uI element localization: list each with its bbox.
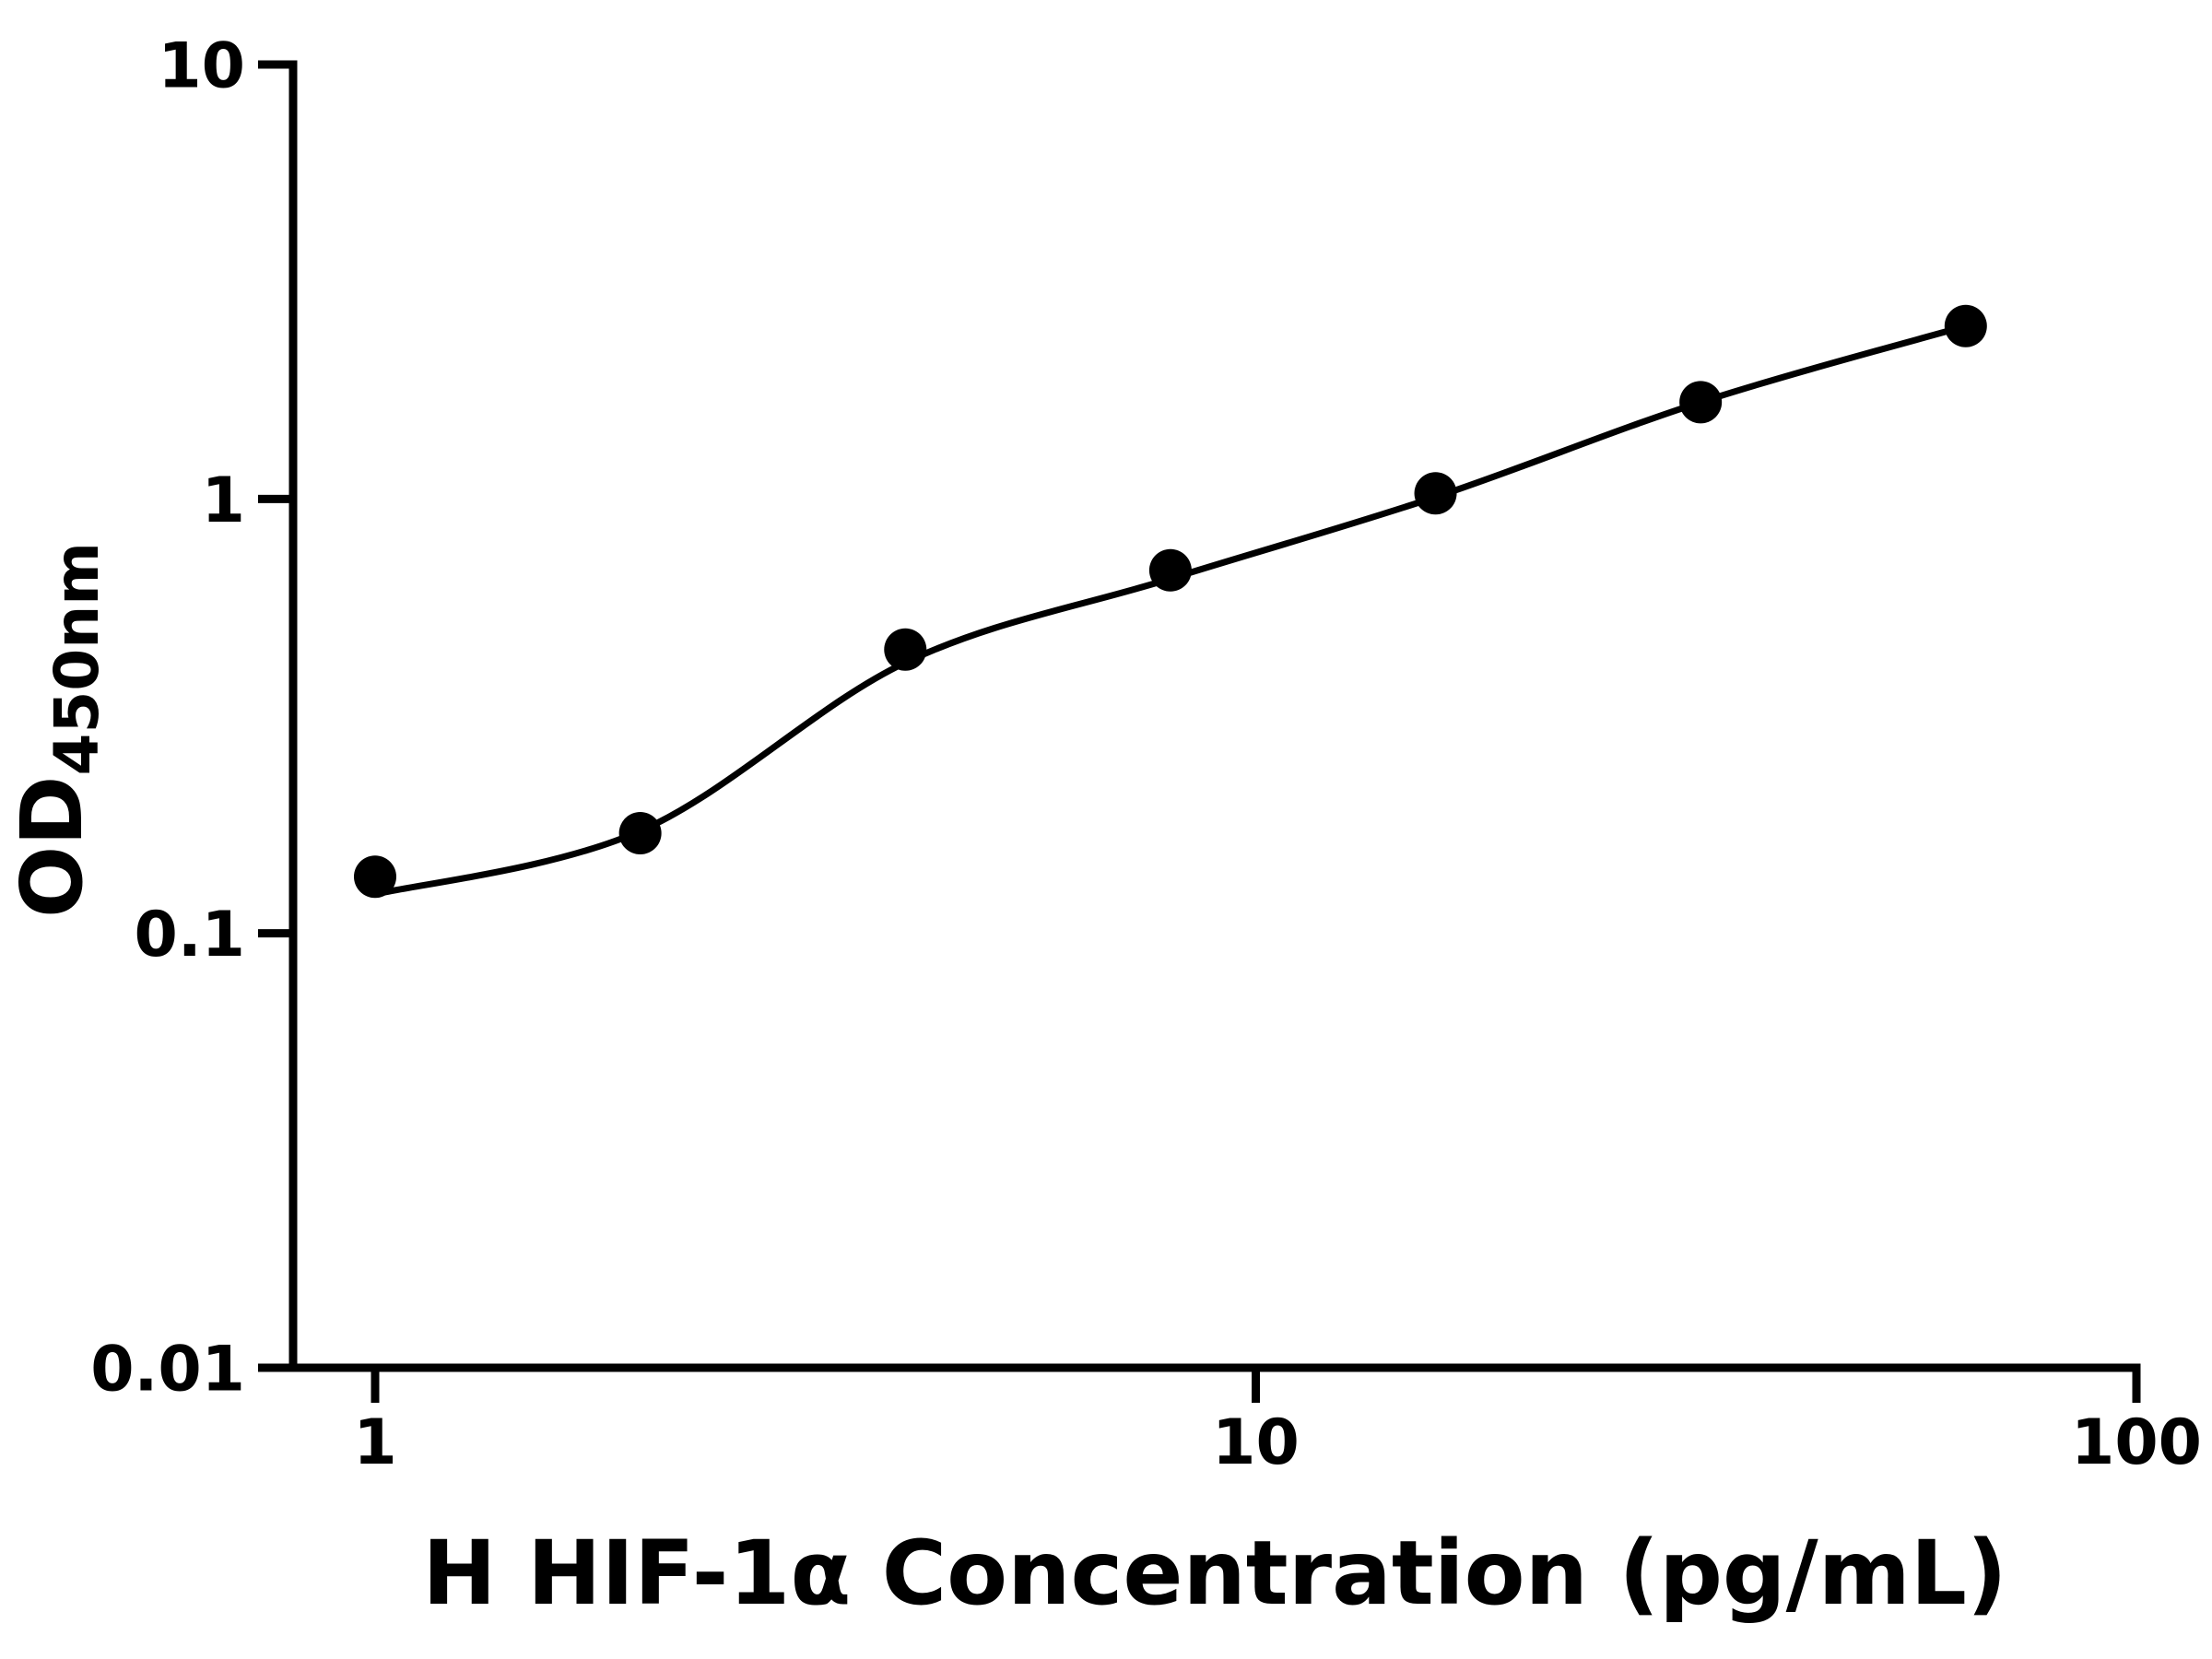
data-point: [884, 628, 927, 671]
y-axis-title: OD450nm: [3, 542, 112, 918]
fit-curve: [371, 323, 1970, 898]
data-point: [618, 812, 662, 855]
y-axis-title-main: OD: [3, 775, 101, 918]
x-tick-label: 1: [353, 1406, 396, 1479]
data-point: [354, 855, 396, 899]
y-tick-label: 0.1: [135, 899, 245, 971]
data-point: [1414, 472, 1457, 515]
data-point: [1679, 381, 1723, 424]
x-tick-label: 10: [1212, 1406, 1300, 1479]
data-point: [1148, 548, 1192, 592]
y-tick-label: 0.01: [90, 1333, 245, 1406]
y-axis-title-subscript: 450nm: [41, 542, 112, 776]
y-tick-label: 1: [202, 465, 245, 537]
x-tick-label: 100: [2071, 1406, 2202, 1479]
x-axis-title: H HIF-1α Concentration (pg/mL): [422, 1522, 2007, 1625]
data-point: [1944, 304, 1987, 347]
y-tick-label: 10: [158, 29, 245, 102]
